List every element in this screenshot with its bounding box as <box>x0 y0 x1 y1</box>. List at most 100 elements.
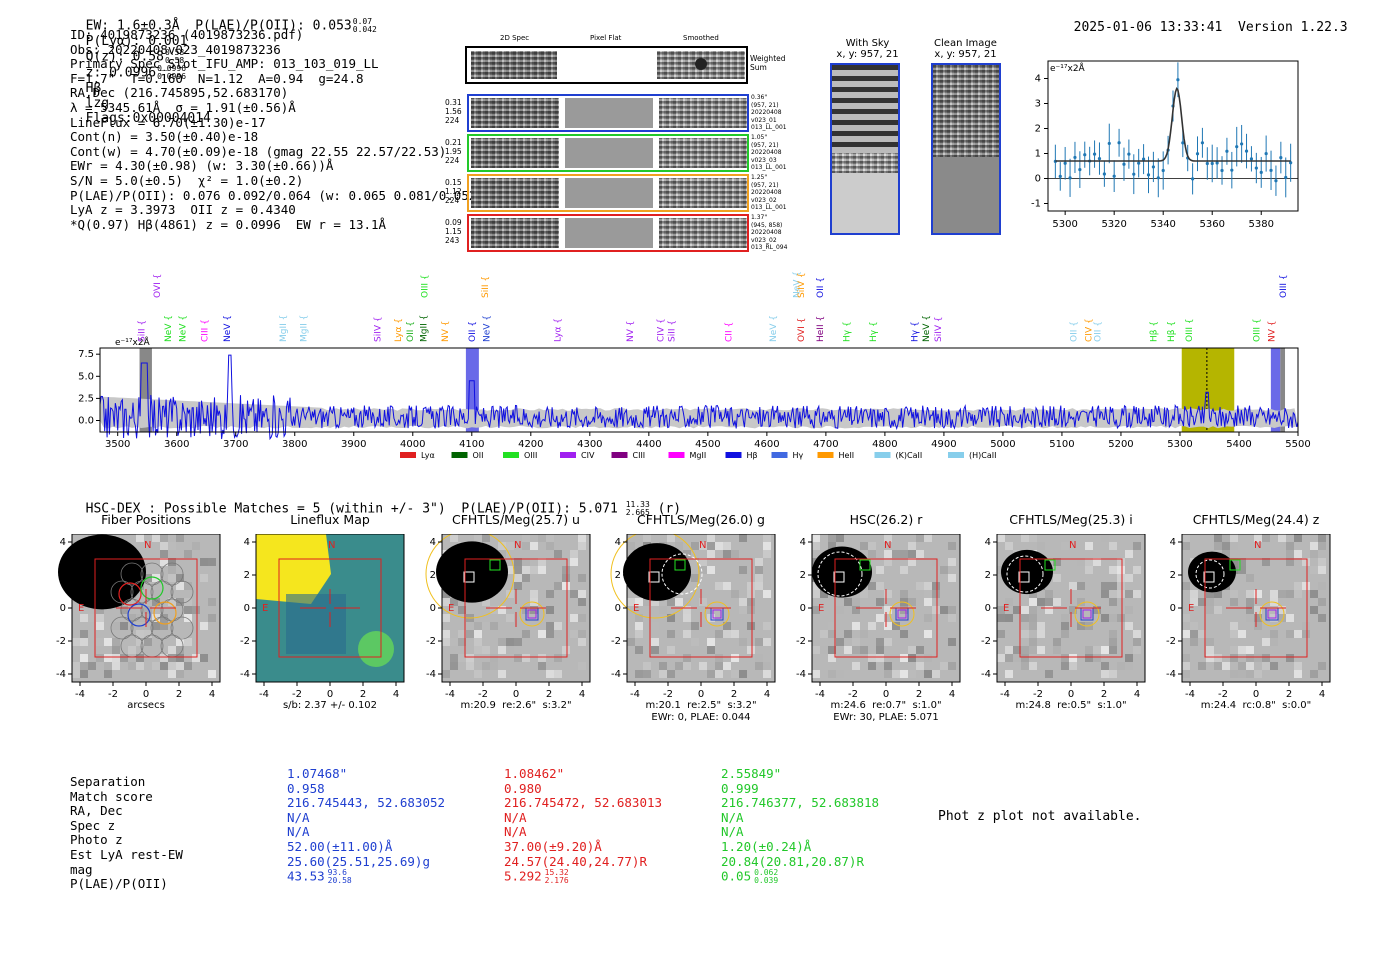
noise-pixel <box>192 606 200 614</box>
noise-pixel <box>1085 566 1093 574</box>
noise-pixel <box>1206 654 1214 662</box>
noise-pixel <box>562 574 570 582</box>
emission-line-label: OIII { <box>421 274 431 298</box>
noise-pixel <box>940 606 948 614</box>
x-tick-label: 2 <box>916 689 922 700</box>
noise-pixel <box>546 630 554 638</box>
noise-pixel <box>683 654 691 662</box>
emission-line-label: NV { <box>626 321 636 342</box>
info-line: λ = 5345.61Å σ = 1.91(±0.56)Å <box>70 101 484 116</box>
info-line: LyA z = 3.3973 OII z = 0.4340 <box>70 203 484 218</box>
spec2d-row-frame <box>467 174 749 212</box>
noise-pixel <box>1254 670 1262 678</box>
noise-pixel <box>1310 566 1318 574</box>
noise-pixel <box>160 534 168 542</box>
y-tick-label: 4 <box>1035 74 1041 85</box>
spec2d-row-stats: 0.31 1.56 224 <box>445 98 462 125</box>
noise-pixel <box>1238 646 1246 654</box>
noise-pixel <box>1109 590 1117 598</box>
noise-pixel <box>152 662 160 670</box>
info-line: ID: 4019873236 (4019873236.pdf) <box>70 28 484 43</box>
noise-pixel <box>570 550 578 558</box>
noise-pixel <box>731 590 739 598</box>
noise-pixel <box>1125 574 1133 582</box>
y-tick-label: 0 <box>985 603 991 614</box>
y-tick-label: 4 <box>1170 537 1176 548</box>
noise-pixel <box>578 630 586 638</box>
noise-pixel <box>1109 614 1117 622</box>
noise-pixel <box>948 558 956 566</box>
cutout-caption: s/b: 2.37 +/- 0.102 <box>236 700 424 712</box>
data-point <box>1225 150 1228 153</box>
emission-line-label: SiIV { <box>797 272 807 298</box>
noise-pixel <box>546 590 554 598</box>
x-tick-label: 0 <box>1253 689 1259 700</box>
emission-line-label: MgII { <box>419 315 429 342</box>
y-tick-label: 5.0 <box>78 371 94 382</box>
noise-pixel <box>1318 534 1326 542</box>
noise-pixel <box>474 630 482 638</box>
noise-pixel <box>916 646 924 654</box>
noise-pixel <box>1286 590 1294 598</box>
data-point <box>1108 142 1111 145</box>
noise-pixel <box>506 614 514 622</box>
noise-pixel <box>908 542 916 550</box>
y-tick-label: -2 <box>1166 636 1176 647</box>
noise-pixel <box>1133 630 1141 638</box>
noise-pixel <box>699 598 707 606</box>
noise-pixel <box>739 606 747 614</box>
noise-pixel <box>450 534 458 542</box>
noise-pixel <box>1230 670 1238 678</box>
noise-pixel <box>522 534 530 542</box>
noise-pixel <box>747 606 755 614</box>
emission-line-label: OIII { <box>1185 318 1195 342</box>
emission-line-label: OVI { <box>153 274 163 298</box>
noise-pixel <box>1125 590 1133 598</box>
noise-pixel <box>554 630 562 638</box>
noise-pixel <box>538 534 546 542</box>
noise-pixel <box>1077 582 1085 590</box>
noise-pixel <box>578 614 586 622</box>
noise-pixel <box>482 622 490 630</box>
noise-pixel <box>940 662 948 670</box>
cutout-caption: m:24.4 rc:0.8" s:0.0" <box>1162 700 1350 712</box>
y-tick-label: -1 <box>1031 199 1041 210</box>
noise-pixel <box>200 654 208 662</box>
noise-pixel <box>1029 598 1037 606</box>
noise-pixel <box>1045 590 1053 598</box>
noise-pixel <box>1262 662 1270 670</box>
noise-pixel <box>1262 534 1270 542</box>
noise-pixel <box>482 662 490 670</box>
noise-pixel <box>514 566 522 574</box>
emission-line-label: CII { <box>725 322 735 342</box>
info-line: *Q(0.97) Hβ(4861) z = 0.0996 EW r = 13.1… <box>70 218 484 233</box>
cutout-title: Fiber Positions <box>62 512 230 527</box>
noise-pixel <box>1278 534 1286 542</box>
y-tick-label: -2 <box>426 636 436 647</box>
noise-pixel <box>675 598 683 606</box>
x-tick-label: 4100 <box>459 439 484 450</box>
noise-pixel <box>1117 582 1125 590</box>
noise-pixel <box>1278 590 1286 598</box>
noise-pixel <box>144 638 152 646</box>
noise-pixel <box>997 614 1005 622</box>
noise-pixel <box>763 670 771 678</box>
noise-pixel <box>932 590 940 598</box>
noise-pixel <box>1310 550 1318 558</box>
legend-label: OIII <box>524 451 537 460</box>
data-point <box>1122 163 1125 166</box>
noise-pixel <box>184 550 192 558</box>
data-point <box>1127 153 1130 156</box>
noise-pixel <box>755 566 763 574</box>
noise-pixel <box>900 566 908 574</box>
noise-pixel <box>96 614 104 622</box>
data-point <box>1269 169 1272 172</box>
noise-pixel <box>1101 670 1109 678</box>
noise-pixel <box>876 566 884 574</box>
y-tick-label: -4 <box>611 669 621 680</box>
noise-pixel <box>1182 614 1190 622</box>
separation-label: Separation <box>70 775 183 790</box>
north-label: N <box>884 540 891 551</box>
noise-pixel <box>812 646 820 654</box>
x-tick-label: 2 <box>176 689 182 700</box>
